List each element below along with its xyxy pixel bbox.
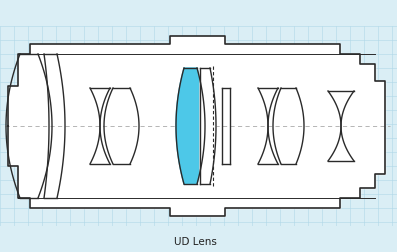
Polygon shape bbox=[8, 36, 385, 216]
Text: UD Lens: UD Lens bbox=[174, 237, 217, 247]
Polygon shape bbox=[200, 68, 216, 184]
Polygon shape bbox=[176, 68, 205, 184]
Bar bbox=[155, 236, 170, 248]
